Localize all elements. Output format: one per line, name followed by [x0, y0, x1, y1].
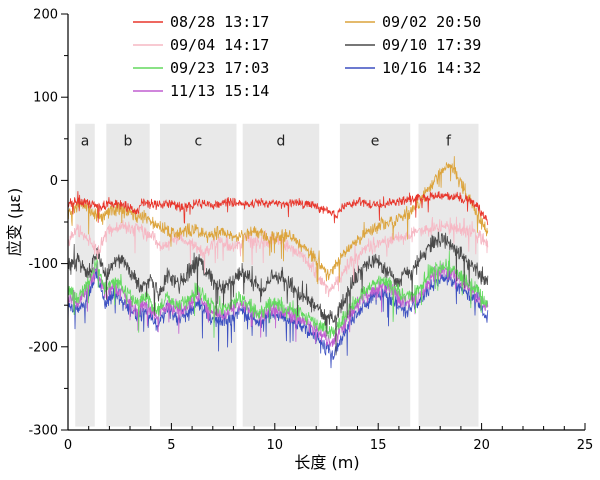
- series-line-s0902: [67, 156, 489, 285]
- legend-item-s0902: 09/02 20:50: [345, 13, 481, 31]
- series-line-s0910: [67, 229, 489, 356]
- band-label-c: c: [194, 134, 202, 150]
- y-axis: -300 -200 -100 0 100 200: [28, 8, 69, 439]
- band-label-a: a: [81, 134, 90, 150]
- legend-item-s0828: 08/28 13:17: [133, 13, 269, 31]
- y-tick-label: -200: [28, 340, 58, 355]
- legend-label-s1016: 10/16 14:32: [382, 59, 481, 77]
- band-e: [339, 123, 411, 427]
- legend-item-s0904: 09/04 14:17: [133, 36, 269, 54]
- legend-label-s1113: 11/13 15:14: [170, 82, 269, 100]
- legend-item-s0910: 09/10 17:39: [345, 36, 481, 54]
- band-label-f: f: [446, 134, 452, 150]
- legend-label-s0923: 09/23 17:03: [170, 59, 269, 77]
- y-tick-label: 100: [33, 91, 58, 106]
- series-line-s1113: [67, 260, 489, 348]
- x-tick-label: 0: [64, 438, 72, 453]
- legend-label-s0828: 08/28 13:17: [170, 13, 269, 31]
- band-label-e: e: [371, 134, 380, 150]
- legend-item-s1113: 11/13 15:14: [133, 82, 269, 100]
- y-tick-label: -300: [28, 424, 58, 439]
- legend-item-s0923: 09/23 17:03: [133, 59, 269, 77]
- y-tick-label: 0: [50, 174, 58, 189]
- legend-label-s0904: 09/04 14:17: [170, 36, 269, 54]
- band-label-d: d: [277, 134, 286, 150]
- band-c: [160, 123, 237, 427]
- legend-item-s1016: 10/16 14:32: [345, 59, 481, 77]
- legend-label-s0902: 09/02 20:50: [382, 13, 481, 31]
- x-axis: 0 5 10 15 20 25: [64, 423, 593, 453]
- band-b: [106, 123, 150, 427]
- y-tick-label: -100: [28, 257, 58, 272]
- y-axis-label: 应变 (με): [5, 188, 24, 256]
- x-tick-label: 25: [577, 438, 594, 453]
- legend-label-s0910: 09/10 17:39: [382, 36, 481, 54]
- x-tick-label: 15: [370, 438, 387, 453]
- x-tick-label: 10: [267, 438, 284, 453]
- x-tick-label: 5: [167, 438, 175, 453]
- x-tick-label: 20: [473, 438, 490, 453]
- series-line-s0923: [67, 250, 488, 339]
- y-tick-label: 200: [33, 8, 58, 23]
- series-line-s0828: [67, 190, 489, 226]
- x-axis-label: 长度 (m): [294, 453, 359, 472]
- series-line-s0904: [67, 216, 489, 298]
- band-label-b: b: [124, 134, 133, 150]
- legend: 08/28 13:17 09/04 14:17 09/23 17:03 11/13 1…: [133, 13, 481, 100]
